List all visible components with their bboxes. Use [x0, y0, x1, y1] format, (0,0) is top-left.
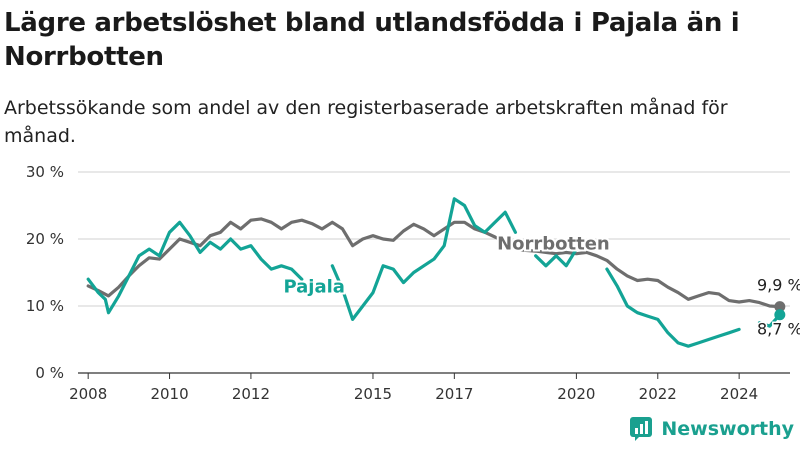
series-endpoint-pajala	[774, 309, 786, 321]
brand-name: Newsworthy	[661, 418, 794, 440]
x-tick-label: 2010	[150, 385, 188, 403]
chart-title: Lägre arbetslöshet bland utlandsfödda i …	[4, 8, 740, 72]
y-tick-label: 0 %	[35, 364, 64, 382]
series-label-norrbotten: Norrbotten	[497, 234, 610, 255]
series-line-pajala	[86, 220, 304, 315]
newsworthy-logo: Newsworthy	[629, 414, 794, 444]
series-line-pajala	[605, 267, 741, 348]
end-value-label-pajala: 8,7 %	[757, 320, 800, 339]
chart-subtitle: Arbetssökande som andel av den registerb…	[4, 97, 728, 147]
end-value-label-norrbotten: 9,9 %	[757, 276, 800, 295]
x-tick-label: 2012	[232, 385, 270, 403]
newsworthy-logo-icon	[630, 417, 653, 441]
y-tick-label: 20 %	[26, 230, 64, 248]
series-endpoint-norrbotten	[774, 301, 786, 313]
series-line-pajala	[534, 247, 578, 268]
x-tick-label: 2022	[639, 385, 677, 403]
x-tick-label: 2015	[354, 385, 392, 403]
x-tick-label: 2020	[557, 385, 595, 403]
y-tick-label: 10 %	[26, 297, 64, 315]
x-tick-label: 2008	[69, 385, 107, 403]
series-line-norrbotten	[86, 217, 782, 309]
x-tick-label: 2017	[435, 385, 473, 403]
x-tick-label: 2024	[720, 385, 758, 403]
y-tick-label: 30 %	[26, 163, 64, 181]
series-line-pajala	[330, 197, 517, 321]
series-label-pajala: Pajala	[283, 277, 345, 298]
